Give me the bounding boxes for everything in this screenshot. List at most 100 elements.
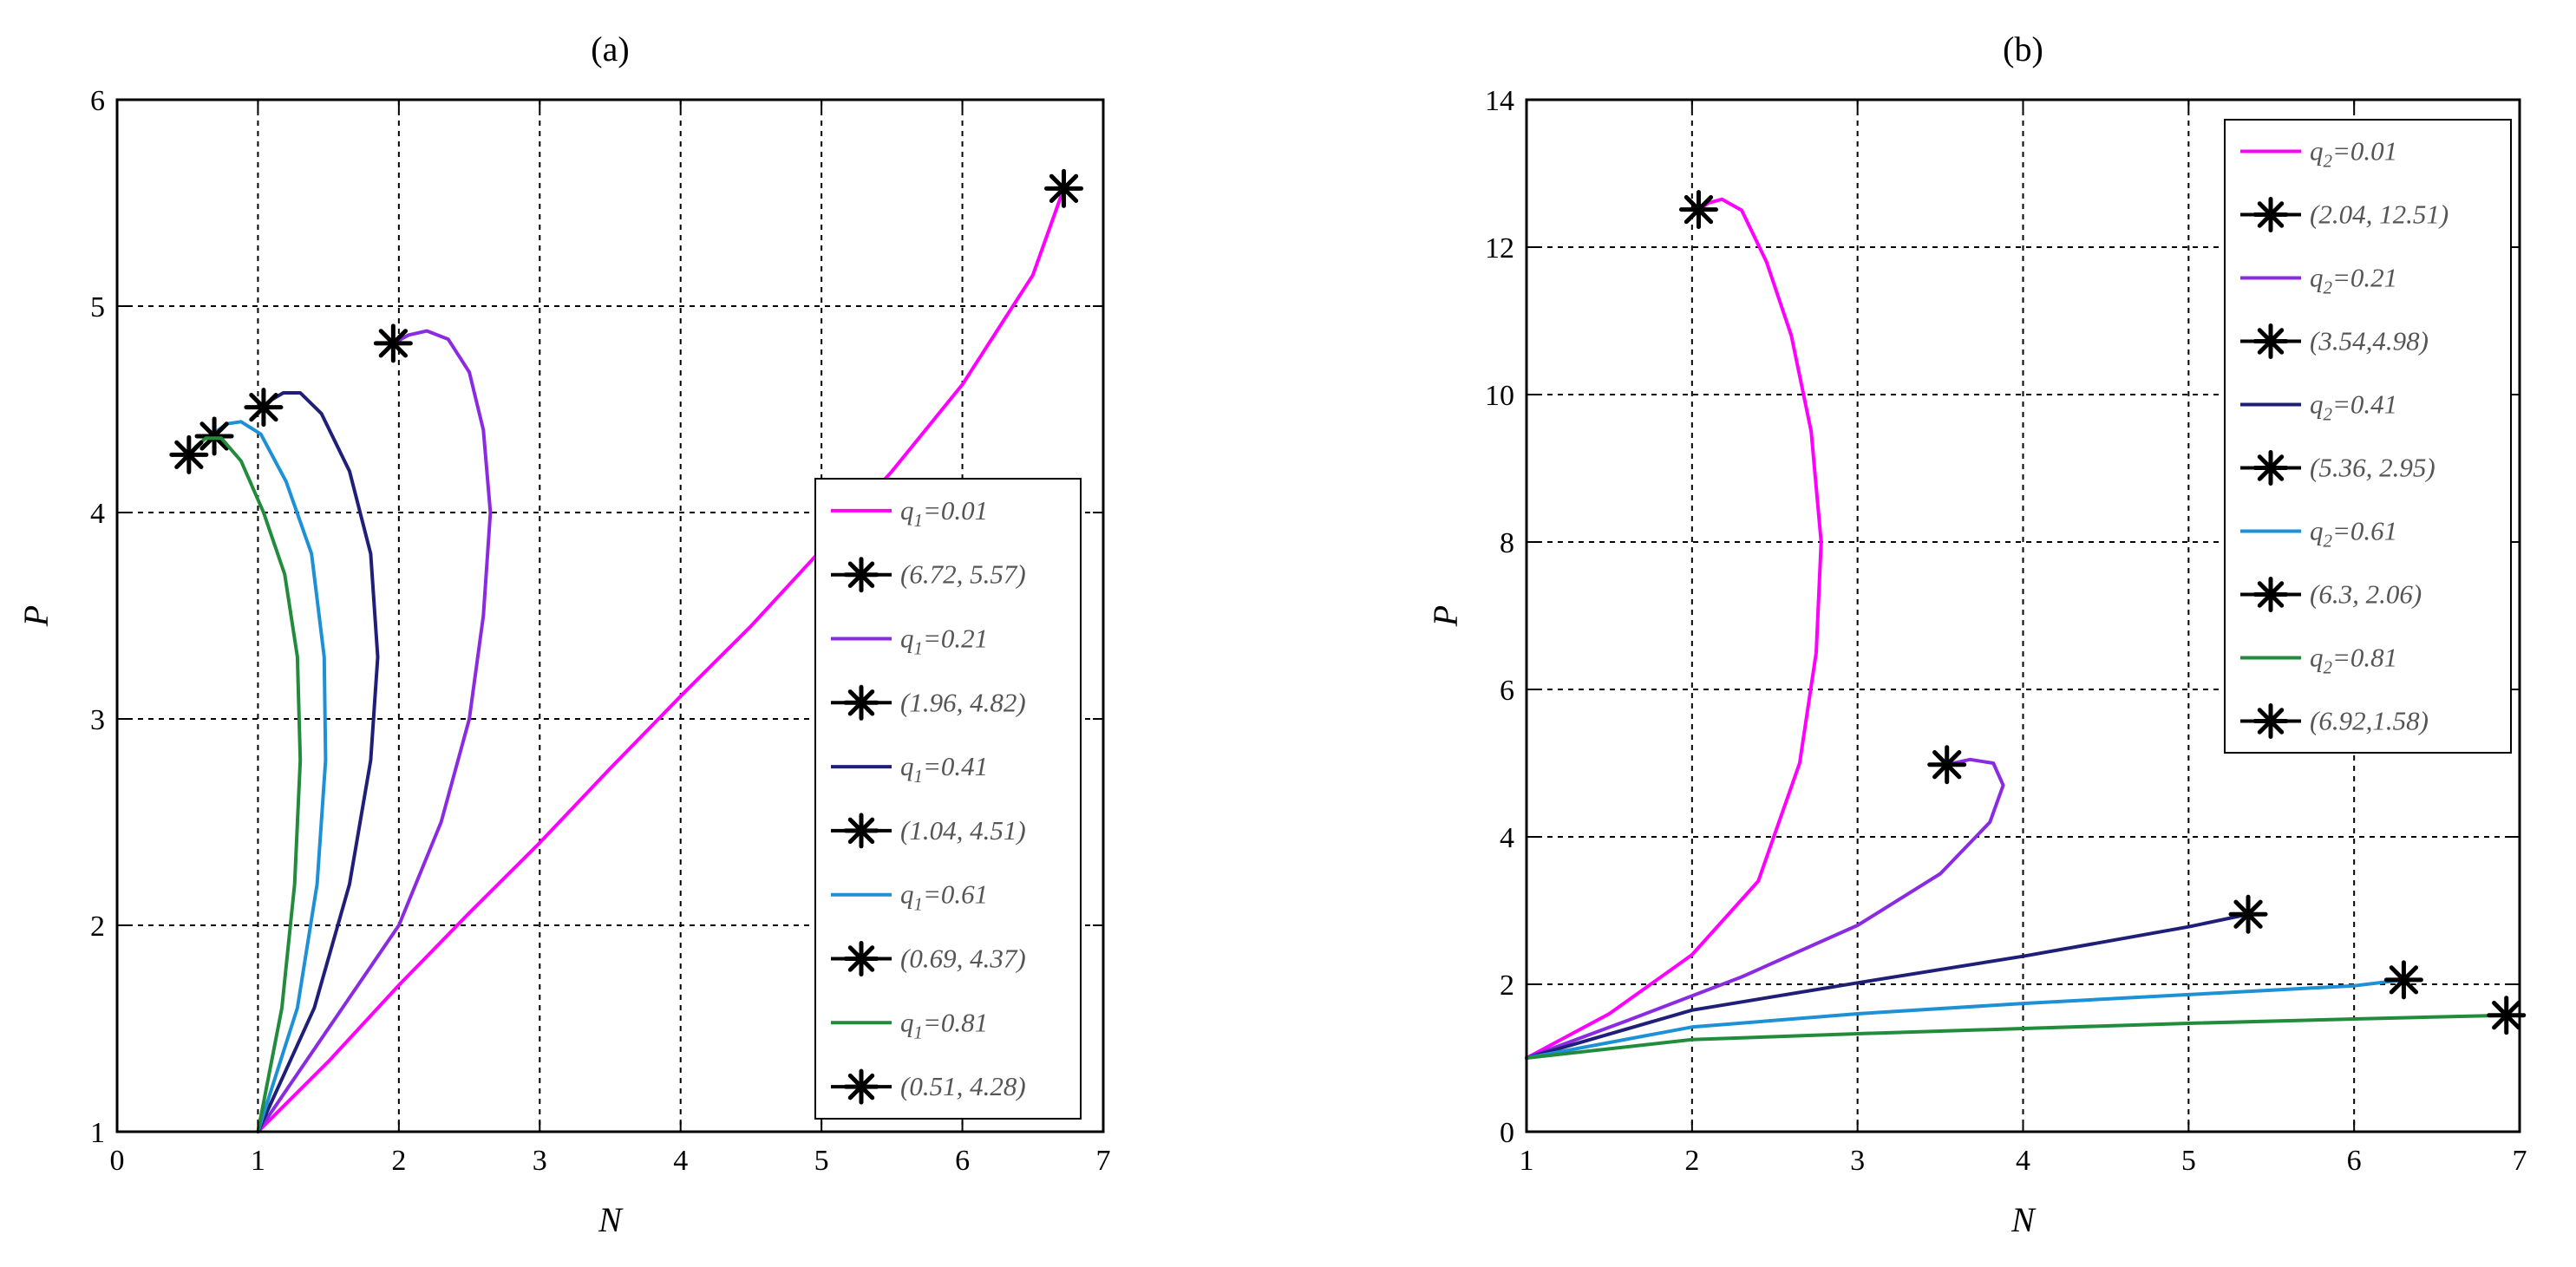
y-tick-label: 4 xyxy=(1500,822,1514,854)
legend-marker-label: (6.92,1.58) xyxy=(2310,706,2429,736)
endpoint-marker-4 xyxy=(2487,996,2527,1035)
y-tick-label: 4 xyxy=(90,498,105,530)
endpoint-marker-0 xyxy=(1044,168,1084,208)
series-line-q0.01 xyxy=(1525,197,1823,1060)
legend-marker-star xyxy=(843,1068,879,1105)
endpoint-marker-3 xyxy=(194,416,234,456)
endpoint-marker-4 xyxy=(169,434,209,474)
endpoint-marker-1 xyxy=(373,323,413,363)
legend-marker-label: (3.54,4.98) xyxy=(2310,326,2429,356)
endpoint-marker-2 xyxy=(244,388,284,428)
legend-label: q2=0.01 xyxy=(2310,136,2397,172)
legend-label: q2=0.61 xyxy=(2310,516,2397,552)
marker-stroke xyxy=(2257,454,2285,481)
legend-marker-star xyxy=(2252,323,2289,359)
legend-marker-star xyxy=(843,684,879,721)
marker-stroke xyxy=(847,561,875,588)
marker-stroke xyxy=(2389,965,2419,995)
marker-stroke xyxy=(847,1073,875,1100)
series-line-q0.21 xyxy=(256,329,493,1133)
endpoint-marker-3 xyxy=(2383,960,2423,1000)
legend-label: q1=0.21 xyxy=(900,624,988,659)
endpoint-marker-0 xyxy=(1678,190,1718,230)
marker-stroke xyxy=(174,440,204,470)
legend-label: q1=0.61 xyxy=(900,879,988,915)
series-line-q0.41 xyxy=(1525,912,2250,1060)
chart-title: (a) xyxy=(591,29,629,69)
x-tick-label: 1 xyxy=(251,1145,265,1177)
marker-stroke xyxy=(2257,328,2285,355)
y-tick-label: 10 xyxy=(1485,380,1514,412)
marker-stroke xyxy=(199,421,229,451)
legend: q1=0.01 (6.72, 5.57) q1=0.21 (1.96, 4.82) q1… xyxy=(814,478,1082,1120)
legend-label: q2=0.21 xyxy=(2310,263,2397,298)
x-axis-label: N xyxy=(2010,1200,2037,1239)
legend-marker-star xyxy=(2252,577,2289,612)
series-line-q0.81 xyxy=(186,436,303,1133)
marker-stroke xyxy=(2257,201,2285,228)
y-tick-label: 2 xyxy=(90,911,105,943)
marker-stroke xyxy=(847,689,875,716)
marker-stroke xyxy=(2257,581,2285,608)
marker-stroke xyxy=(378,329,409,358)
x-tick-label: 3 xyxy=(1850,1145,1865,1177)
x-tick-label: 4 xyxy=(673,1145,688,1177)
y-tick-label: 12 xyxy=(1485,232,1514,265)
marker-stroke xyxy=(847,817,875,845)
x-tick-label: 3 xyxy=(533,1145,547,1177)
x-tick-label: 6 xyxy=(2347,1145,2362,1177)
x-tick-label: 6 xyxy=(955,1145,970,1177)
axes-frame xyxy=(115,98,1105,1133)
legend-marker-label: (0.69, 4.37) xyxy=(900,944,1026,974)
legend-marker-label: (6.3, 2.06) xyxy=(2310,579,2422,610)
y-tick-label: 6 xyxy=(1500,675,1514,707)
chart-title: (b) xyxy=(2003,29,2043,69)
y-tick-label: 1 xyxy=(90,1117,105,1149)
y-axis-label: P xyxy=(16,605,56,627)
x-axis-label: N xyxy=(598,1200,624,1239)
legend-marker-star xyxy=(843,813,879,849)
endpoint-marker-1 xyxy=(1927,745,1967,785)
x-tick-label: 2 xyxy=(1684,1145,1699,1177)
y-tick-label: 3 xyxy=(90,704,105,736)
marker-stroke xyxy=(2492,1001,2521,1030)
legend: q2=0.01 (2.04, 12.51) q2=0.21 (3.54,4.98) q2… xyxy=(2224,119,2512,754)
legend-label: q1=0.01 xyxy=(900,495,988,531)
legend-marker-label: (1.96, 4.82) xyxy=(900,687,1026,717)
legend-label: q2=0.81 xyxy=(2310,643,2397,678)
legend-marker-star xyxy=(2252,703,2289,739)
legend-label: q2=0.41 xyxy=(2310,389,2397,425)
series-line-q0.01 xyxy=(256,186,1066,1133)
legend-marker-star xyxy=(843,941,879,976)
legend-marker-star xyxy=(2252,197,2289,232)
legend-marker-label: (6.72, 5.57) xyxy=(900,559,1026,590)
y-tick-label: 5 xyxy=(90,291,105,323)
marker-stroke xyxy=(1684,195,1714,225)
marker-stroke xyxy=(2257,708,2285,735)
y-axis-label: P xyxy=(1426,605,1465,627)
marker-stroke xyxy=(2233,899,2263,929)
y-tick-label: 8 xyxy=(1500,527,1514,559)
x-tick-label: 7 xyxy=(1096,1145,1111,1177)
grid xyxy=(117,100,1103,1132)
marker-stroke xyxy=(1049,173,1079,203)
x-tick-label: 4 xyxy=(2016,1145,2030,1177)
legend-marker-label: (5.36, 2.95) xyxy=(2310,453,2435,483)
x-tick-label: 0 xyxy=(110,1145,125,1177)
x-tick-label: 5 xyxy=(2181,1145,2196,1177)
marker-stroke xyxy=(249,392,278,422)
legend-marker-label: (0.51, 4.28) xyxy=(900,1071,1026,1101)
y-tick-label: 2 xyxy=(1500,970,1514,1002)
y-tick-label: 0 xyxy=(1500,1117,1514,1149)
legend-label: q1=0.41 xyxy=(900,751,988,787)
y-tick-label: 14 xyxy=(1485,85,1514,117)
x-tick-label: 5 xyxy=(814,1145,829,1177)
legend-marker-label: (1.04, 4.51) xyxy=(900,815,1026,846)
legend-marker-star xyxy=(2252,450,2289,486)
y-tick-label: 6 xyxy=(90,85,105,117)
endpoint-marker-2 xyxy=(2228,894,2268,934)
